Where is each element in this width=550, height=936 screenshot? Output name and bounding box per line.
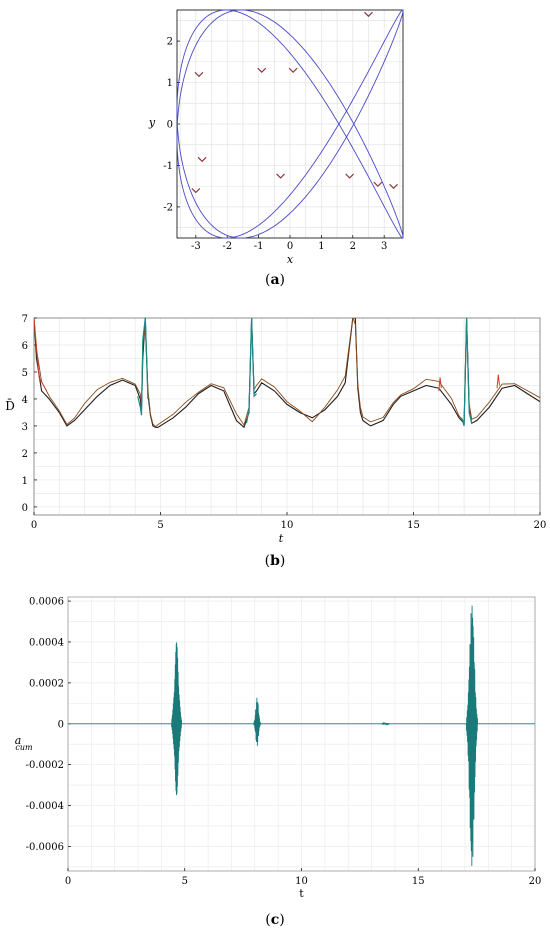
direction-arrow: [373, 181, 383, 188]
series-line-brown: [34, 318, 540, 428]
direction-arrow: [288, 67, 298, 74]
y-tick-label: 7: [22, 314, 28, 325]
direction-arrow: [364, 11, 373, 18]
x-tick-label: -2: [222, 241, 232, 252]
direction-arrow: [257, 67, 267, 74]
x-tick-label: 0: [287, 241, 293, 252]
y-axis-label: D̄: [5, 398, 15, 413]
x-tick-label: 20: [529, 876, 542, 887]
x-axis-label: x: [287, 253, 294, 266]
direction-arrow: [194, 71, 204, 78]
x-tick-label: 10: [281, 520, 294, 531]
caption-b: (b): [264, 553, 286, 569]
y-tick-label: 5: [22, 368, 28, 379]
x-tick-label: 0: [31, 520, 37, 531]
a-cum-time-chart: 0 5 10 15 20 -0.0006 -0.0004 -0.0002 0 0.0002 0.00…: [15, 597, 542, 900]
y-tick-label: 0: [22, 503, 28, 514]
x-tick-label: 1: [318, 241, 324, 252]
direction-arrow: [197, 156, 207, 163]
series-line-red: [438, 377, 442, 391]
x-tick-label: 5: [182, 876, 188, 887]
y-tick-label: 0.0004: [29, 637, 64, 648]
y-tick-label: -0.0002: [26, 760, 64, 771]
y-axis-label: a: [15, 734, 22, 747]
series-line-acum: [67, 605, 535, 866]
series-line-teal: [461, 318, 473, 427]
y-tick-label: 3: [22, 422, 28, 433]
x-axis-label: t: [299, 887, 304, 900]
y-tick-label: 0.0002: [29, 678, 64, 689]
y-tick-label: -2: [163, 202, 173, 213]
lissajous-curve: [176, 9, 404, 239]
y-tick-label: 2: [167, 37, 173, 48]
series-line-black: [34, 318, 540, 429]
y-tick-label: -0.0004: [26, 801, 64, 812]
caption-c: (c): [265, 912, 285, 928]
y-tick-label: 0.0006: [29, 597, 64, 608]
x-tick-label: 15: [412, 876, 425, 887]
series-line-teal: [245, 318, 258, 424]
y-tick-label: 0: [58, 719, 64, 730]
x-axis-label: t: [279, 532, 284, 545]
lissajous-chart: -3 -2 -1 0 1 2 3 -2 -1 0 1 2 x y: [148, 9, 404, 266]
caption-a: (a): [264, 272, 285, 288]
y-axis-label-subscript: cum: [15, 743, 33, 752]
x-tick-label: 5: [157, 520, 163, 531]
y-tick-label: 1: [167, 78, 173, 89]
x-tick-label: 15: [407, 520, 420, 531]
y-tick-label: 4: [22, 395, 28, 406]
x-tick-label: 2: [350, 241, 356, 252]
x-tick-label: -3: [191, 241, 201, 252]
direction-arrow: [389, 183, 399, 190]
y-axis-label: y: [148, 116, 156, 129]
y-tick-label: 6: [22, 341, 28, 352]
series-group-b: [34, 318, 540, 429]
x-tick-label: 20: [534, 520, 547, 531]
series-line-red: [34, 318, 48, 392]
direction-arrow: [276, 173, 286, 179]
y-tick-label: 2: [22, 449, 28, 460]
y-tick-label: -1: [163, 161, 173, 172]
series-line-teal: [137, 318, 149, 416]
grid-a: [177, 10, 403, 238]
direction-arrow: [191, 187, 201, 194]
x-tick-label: 0: [65, 876, 71, 887]
d-bar-time-chart: 0 5 10 15 20 0 1 2 3 4 5 6 7 t D̄: [5, 314, 547, 545]
x-tick-label: -1: [254, 241, 264, 252]
y-tick-label: 1: [22, 476, 28, 487]
x-tick-label: 10: [295, 876, 308, 887]
direction-arrow: [345, 173, 355, 179]
x-tick-label: 3: [381, 241, 387, 252]
y-tick-label: -0.0006: [26, 842, 64, 853]
series-line-red: [496, 374, 500, 389]
y-tick-label: 0: [167, 120, 173, 131]
